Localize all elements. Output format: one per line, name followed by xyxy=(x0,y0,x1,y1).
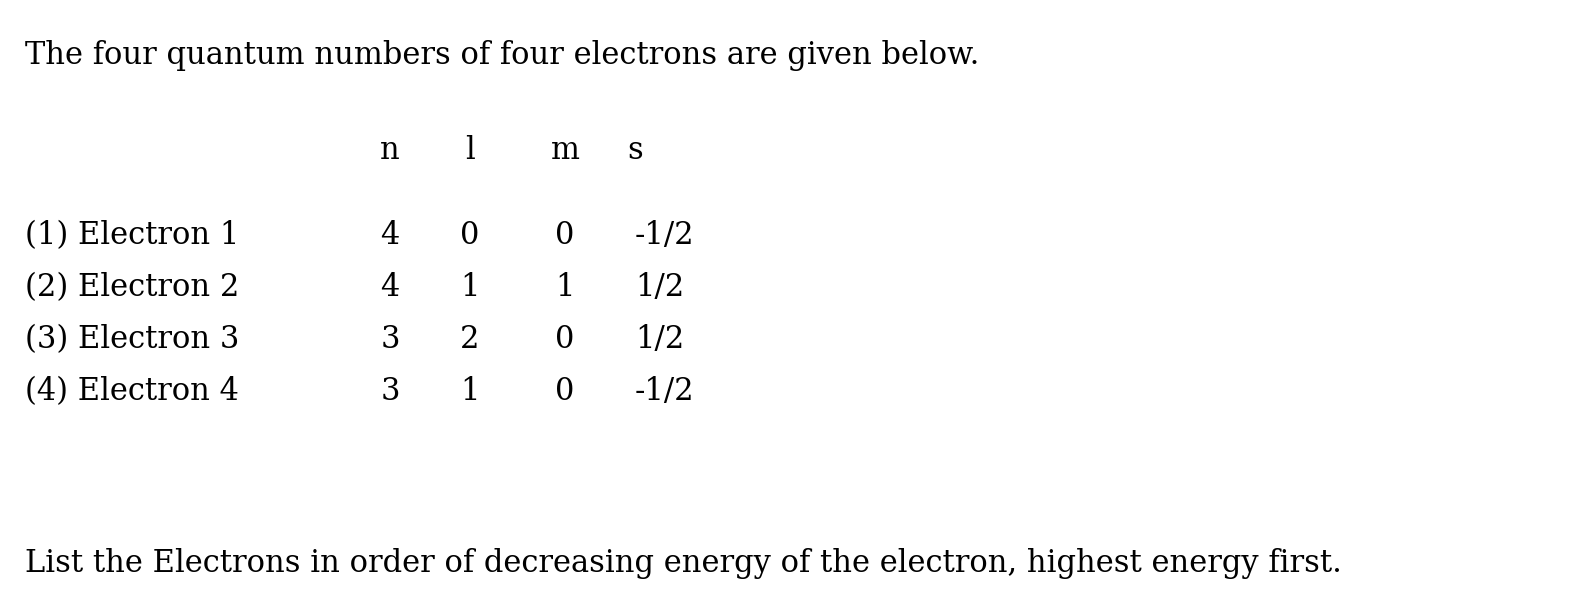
Text: l: l xyxy=(465,135,474,166)
Text: 1: 1 xyxy=(556,272,575,303)
Text: 0: 0 xyxy=(556,220,575,251)
Text: s: s xyxy=(627,135,643,166)
Text: -1/2: -1/2 xyxy=(635,376,694,407)
Text: -1/2: -1/2 xyxy=(635,220,694,251)
Text: 1/2: 1/2 xyxy=(635,272,685,303)
Text: 0: 0 xyxy=(556,376,575,407)
Text: The four quantum numbers of four electrons are given below.: The four quantum numbers of four electro… xyxy=(25,40,979,71)
Text: 0: 0 xyxy=(556,324,575,355)
Text: 2: 2 xyxy=(460,324,479,355)
Text: 3: 3 xyxy=(380,376,400,407)
Text: (4) Electron 4: (4) Electron 4 xyxy=(25,376,239,407)
Text: 1: 1 xyxy=(460,376,479,407)
Text: List the Electrons in order of decreasing energy of the electron, highest energy: List the Electrons in order of decreasin… xyxy=(25,548,1342,579)
Text: (3) Electron 3: (3) Electron 3 xyxy=(25,324,239,355)
Text: m: m xyxy=(551,135,579,166)
Text: 0: 0 xyxy=(460,220,479,251)
Text: 4: 4 xyxy=(380,272,400,303)
Text: (1) Electron 1: (1) Electron 1 xyxy=(25,220,239,251)
Text: 4: 4 xyxy=(380,220,400,251)
Text: 3: 3 xyxy=(380,324,400,355)
Text: 1/2: 1/2 xyxy=(635,324,685,355)
Text: 1: 1 xyxy=(460,272,479,303)
Text: n: n xyxy=(380,135,400,166)
Text: (2) Electron 2: (2) Electron 2 xyxy=(25,272,239,303)
